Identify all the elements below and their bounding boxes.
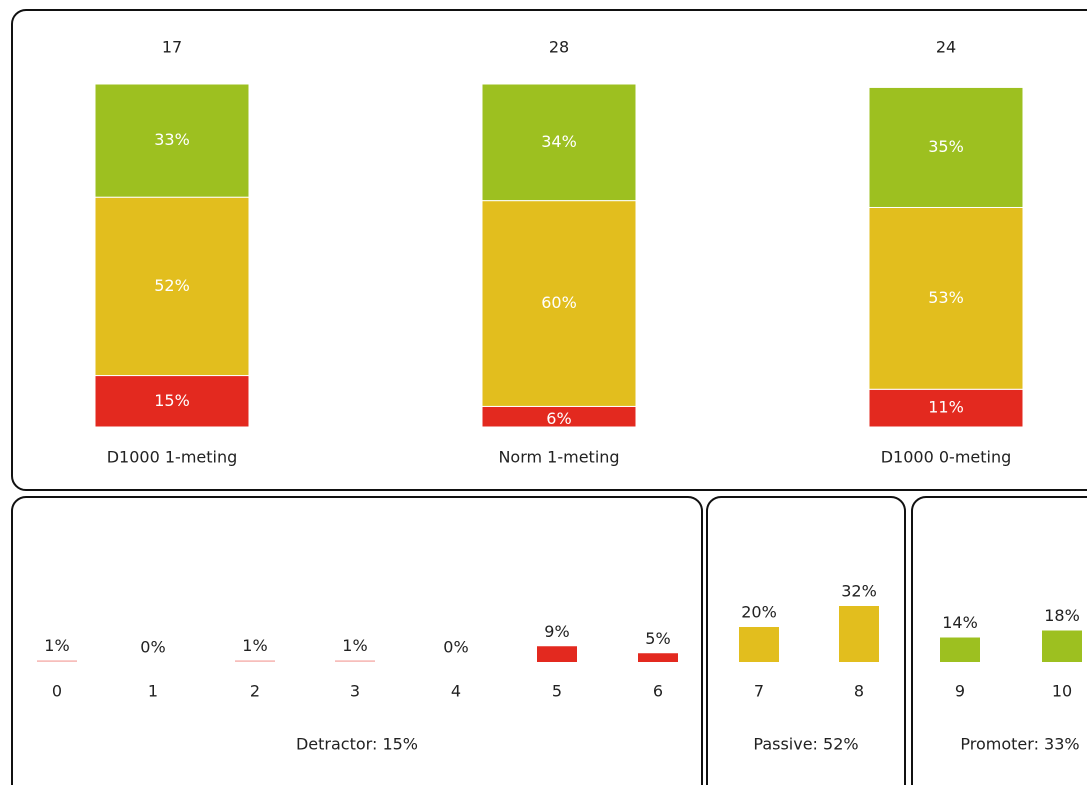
value-label: 15% [154, 391, 190, 410]
value-label: 53% [928, 288, 964, 307]
value-label: 34% [541, 132, 577, 151]
bar [1042, 630, 1082, 662]
x-tick-label: 9 [955, 682, 965, 701]
bar-segment [94, 196, 250, 377]
value-label: 14% [942, 613, 978, 632]
value-label: 9% [544, 622, 569, 641]
value-label: 0% [443, 638, 468, 657]
value-label: 33% [154, 130, 190, 149]
x-tick-label: 6 [653, 682, 663, 701]
total-label: 17 [162, 38, 182, 57]
value-label: 0% [140, 638, 165, 657]
value-label: 1% [242, 636, 267, 655]
x-tick-label: 8 [854, 682, 864, 701]
bar [37, 660, 77, 662]
x-tick-label: 7 [754, 682, 764, 701]
x-tick-label: Norm 1-meting [498, 448, 619, 467]
value-label: 52% [154, 276, 190, 295]
x-tick-label: 1 [148, 682, 158, 701]
bar-segment [94, 83, 250, 198]
bar [335, 660, 375, 662]
bar [537, 646, 577, 662]
total-label: 24 [936, 38, 956, 57]
promoter-panel [911, 496, 1087, 785]
x-tick-label: 3 [350, 682, 360, 701]
bar-segment [481, 200, 637, 407]
x-tick-label: D1000 0-meting [881, 448, 1012, 467]
value-label: 11% [928, 398, 964, 417]
value-label: 5% [645, 629, 670, 648]
bar-segment [481, 83, 637, 202]
value-label: 1% [342, 636, 367, 655]
bar-segment [868, 206, 1024, 390]
x-tick-label: 4 [451, 682, 461, 701]
total-label: 28 [549, 38, 569, 57]
bar-segment [94, 375, 250, 428]
value-label: 20% [741, 603, 777, 622]
value-label: 6% [546, 409, 571, 428]
value-label: 32% [841, 582, 877, 601]
bar [235, 660, 275, 662]
bar [839, 606, 879, 662]
passive-panel [706, 496, 906, 785]
detractor-panel [11, 496, 703, 785]
x-tick-label: 0 [52, 682, 62, 701]
bar [940, 637, 980, 662]
x-tick-label: 2 [250, 682, 260, 701]
value-label: 1% [44, 636, 69, 655]
x-tick-label: D1000 1-meting [107, 448, 238, 467]
x-axis-label: Promoter: 33% [960, 735, 1079, 754]
bar-segment [868, 86, 1024, 208]
x-tick-label: 10 [1052, 682, 1072, 701]
x-axis-label: Passive: 52% [753, 735, 858, 754]
x-axis-label: Detractor: 15% [296, 735, 418, 754]
value-label: 18% [1044, 606, 1080, 625]
value-label: 35% [928, 137, 964, 156]
bar [739, 627, 779, 662]
x-tick-label: 5 [552, 682, 562, 701]
value-label: 60% [541, 293, 577, 312]
bar [638, 653, 678, 662]
